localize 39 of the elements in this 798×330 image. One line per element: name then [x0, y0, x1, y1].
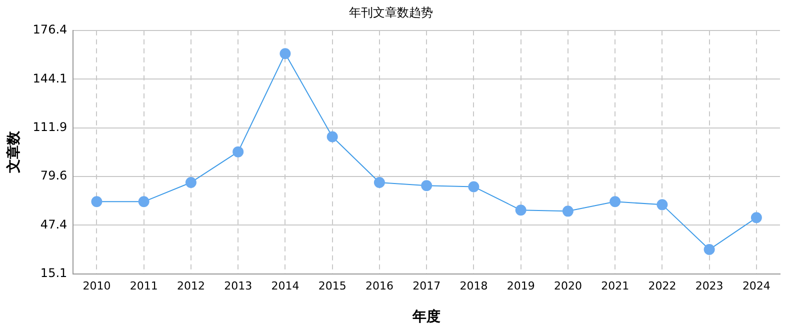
point [138, 196, 150, 208]
y-tick-label: 144.1 [32, 71, 68, 86]
point [704, 244, 715, 256]
point [515, 204, 526, 216]
x-tick-label: 2014 [271, 279, 300, 292]
x-tick-label: 2012 [176, 279, 205, 292]
x-tick-label: 2021 [601, 279, 630, 292]
x-tick-label: 2017 [412, 279, 441, 292]
point [750, 212, 762, 224]
point [421, 180, 432, 192]
point [280, 48, 291, 60]
x-tick-label: 2022 [648, 279, 676, 292]
y-tick-label: 79.6 [40, 168, 68, 183]
point [610, 196, 621, 208]
y-tick-label: 176.4 [32, 22, 68, 37]
chart-title: 年刊文章数趋势 [349, 5, 433, 20]
point [232, 146, 244, 158]
x-tick-label: 2020 [554, 279, 582, 292]
x-tick-label: 2011 [130, 279, 158, 292]
x-tick-label: 2024 [742, 279, 770, 292]
point [185, 176, 196, 188]
point [656, 199, 668, 210]
y-tick-label: 111.9 [32, 120, 68, 134]
point [562, 206, 574, 217]
y-tick-label: 15.1 [40, 266, 68, 280]
point [91, 196, 102, 208]
x-tick-label: 2023 [695, 279, 724, 292]
x-tick-label: 2016 [365, 279, 394, 292]
x-tick-label: 2010 [82, 279, 111, 292]
x-tick-label: 2015 [318, 279, 346, 292]
point [468, 181, 480, 192]
y-tick-label: 47.4 [40, 217, 68, 232]
point [326, 131, 338, 142]
x-tick-label: 2018 [460, 279, 488, 292]
x-tick-label: 2013 [224, 279, 252, 292]
x-tick-label: 2019 [506, 279, 535, 292]
x-axis-title: 年度 [412, 308, 441, 326]
point [374, 176, 385, 188]
y-axis-title: 文章数 [5, 130, 22, 174]
